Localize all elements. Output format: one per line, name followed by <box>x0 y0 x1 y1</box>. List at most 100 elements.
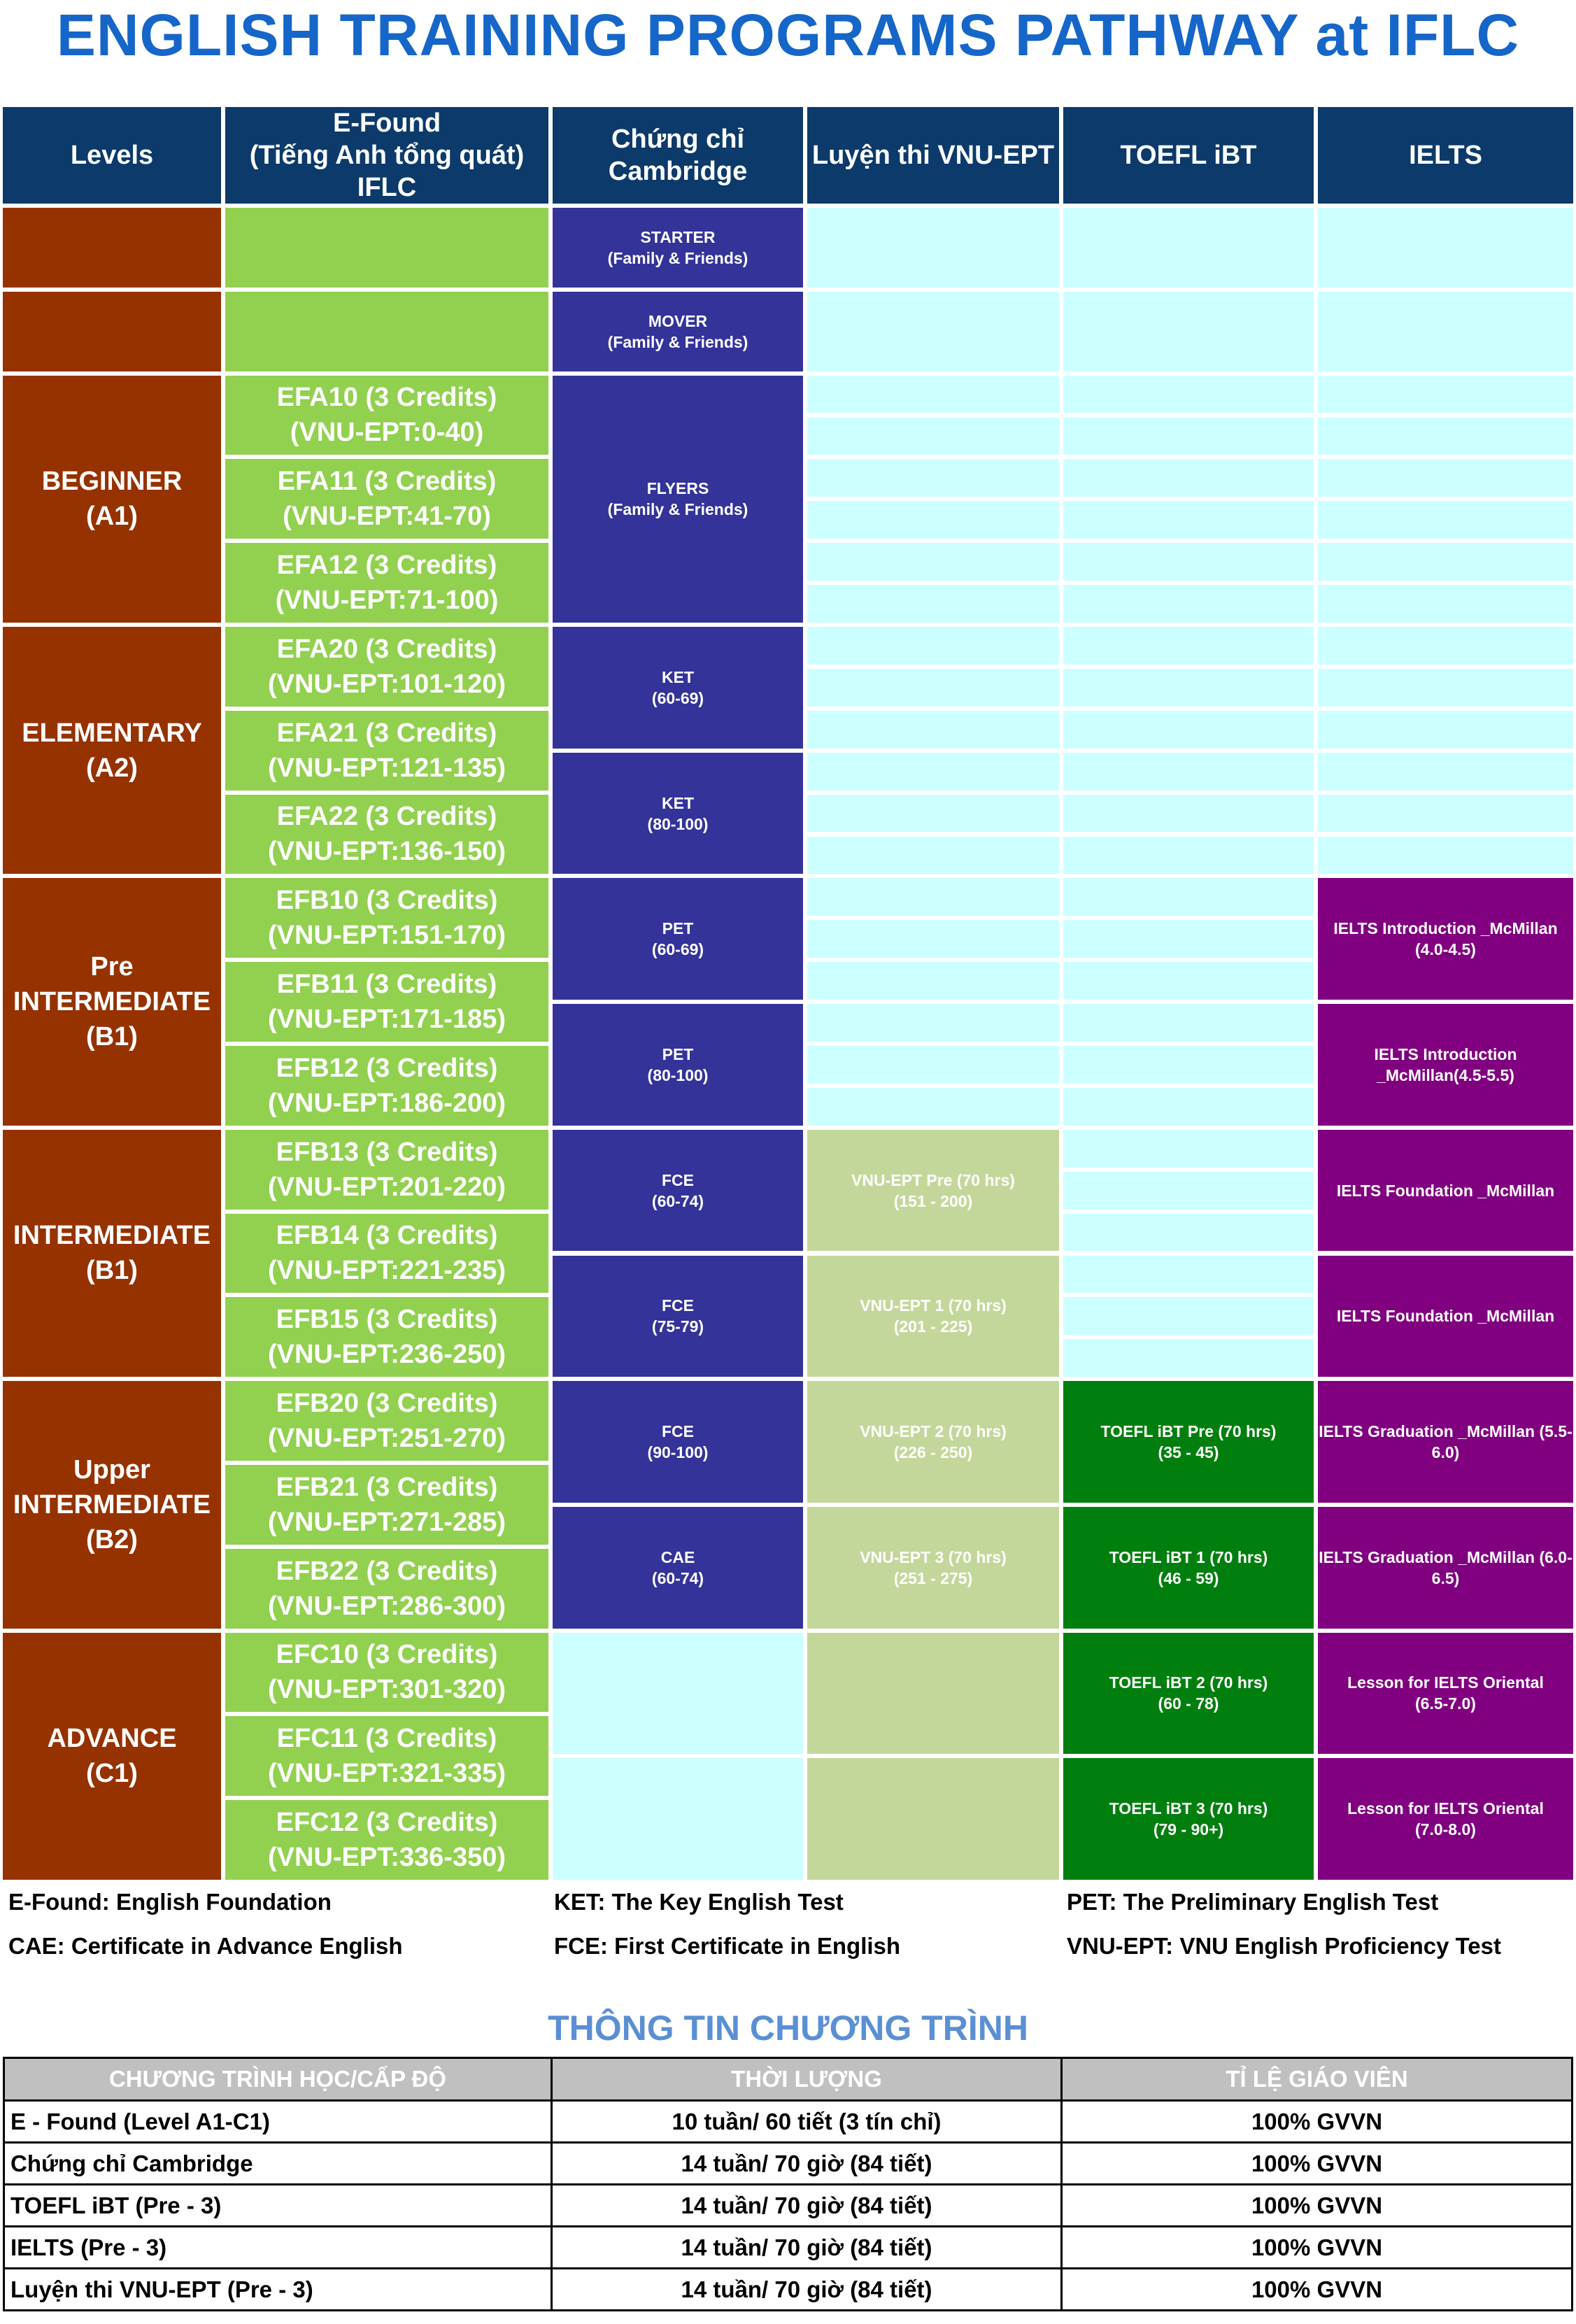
empty-cell <box>807 1004 1059 1042</box>
header-vnu-ept: Luyện thi VNU-EPT <box>807 107 1059 204</box>
program-teacher-ratio: 100% GVVN <box>1060 2141 1573 2185</box>
efound-course: EFA12 (3 Credits) (VNU-EPT:71-100) <box>225 543 548 623</box>
level-cell: ADVANCE (C1) <box>3 1632 221 1880</box>
empty-cell <box>553 1632 803 1755</box>
toefl-course: TOEFL iBT 2 (70 hrs) (60 - 78) <box>1063 1632 1314 1755</box>
header-efound: E-Found (Tiếng Anh tổng quát) IFLC <box>225 107 548 204</box>
table-row: Chứng chỉ Cambridge 14 tuần/ 70 giờ (84 … <box>2 2141 1573 2185</box>
program-teacher-ratio: 100% GVVN <box>1060 2099 1573 2144</box>
empty-cell <box>1063 1255 1314 1294</box>
empty-cell <box>807 668 1059 707</box>
empty-cell <box>1318 627 1573 665</box>
cambridge-course: STARTER (Family & Friends) <box>553 208 803 288</box>
table-row: E - Found (Level A1-C1) 10 tuần/ 60 tiết… <box>2 2099 1573 2144</box>
empty-cell <box>807 920 1059 958</box>
abbr-efound: E-Found: English Foundation <box>8 1889 332 1915</box>
toefl-course: TOEFL iBT 1 (70 hrs) (46 - 59) <box>1063 1506 1314 1629</box>
empty-cell <box>807 710 1059 749</box>
abbr-ket: KET: The Key English Test <box>554 1889 844 1915</box>
efound-course: EFB21 (3 Credits) (VNU-EPT:271-285) <box>225 1465 548 1545</box>
ielts-course: IELTS Foundation _McMillan <box>1318 1255 1573 1377</box>
empty-cell <box>1063 1339 1314 1377</box>
efound-course: EFB13 (3 Credits) (VNU-EPT:201-220) <box>225 1129 548 1210</box>
program-duration: 14 tuần/ 70 giờ (84 tiết) <box>551 2183 1063 2227</box>
empty-cell <box>1063 627 1314 665</box>
program-duration: 14 tuần/ 70 giờ (84 tiết) <box>551 2225 1063 2269</box>
empty-cell <box>1063 1129 1314 1168</box>
efound-course: EFB10 (3 Credits) (VNU-EPT:151-170) <box>225 878 548 958</box>
cambridge-course: CAE (60-74) <box>553 1506 803 1629</box>
cambridge-course: FCE (60-74) <box>553 1129 803 1252</box>
abbr-pet: PET: The Preliminary English Test <box>1067 1889 1439 1915</box>
table-row: TOEFL iBT (Pre - 3) 14 tuần/ 70 giờ (84 … <box>2 2183 1573 2227</box>
empty-cell <box>1318 501 1573 539</box>
empty-cell <box>1063 501 1314 539</box>
empty-cell <box>1063 1213 1314 1252</box>
level-cell: Pre INTERMEDIATE (B1) <box>3 878 221 1126</box>
empty-cell <box>807 962 1059 1000</box>
cambridge-course: MOVER (Family & Friends) <box>553 291 803 371</box>
empty-cell <box>807 1632 1059 1755</box>
empty-cell <box>807 543 1059 581</box>
empty-cell <box>1318 459 1573 497</box>
empty-cell <box>1063 1046 1314 1084</box>
ielts-course: IELTS Introduction _McMillan(4.5-5.5) <box>1318 1004 1573 1126</box>
empty-cell <box>1063 585 1314 623</box>
program-duration: 14 tuần/ 70 giờ (84 tiết) <box>551 2141 1063 2185</box>
efound-course: EFC10 (3 Credits) (VNU-EPT:301-320) <box>225 1632 548 1713</box>
empty-cell <box>1318 836 1573 874</box>
info-header-duration: THỜI LƯỢNG <box>551 2057 1063 2102</box>
efound-course: EFA11 (3 Credits) (VNU-EPT:41-70) <box>225 459 548 539</box>
cambridge-course: PET (80-100) <box>553 1004 803 1126</box>
efound-course: EFA21 (3 Credits) (VNU-EPT:121-135) <box>225 710 548 791</box>
ielts-course: IELTS Graduation _McMillan (6.0- 6.5) <box>1318 1506 1573 1629</box>
program-name: Luyện thi VNU-EPT (Pre - 3) <box>2 2267 553 2311</box>
empty-cell <box>1063 962 1314 1000</box>
toefl-course: TOEFL iBT Pre (70 hrs) (35 - 45) <box>1063 1381 1314 1503</box>
vnu-ept-course: VNU-EPT 1 (70 hrs) (201 - 225) <box>807 1255 1059 1377</box>
empty-cell <box>807 794 1059 832</box>
empty-cell <box>807 1046 1059 1084</box>
program-teacher-ratio: 100% GVVN <box>1060 2183 1573 2227</box>
vnu-ept-course: VNU-EPT 3 (70 hrs) (251 - 275) <box>807 1506 1059 1629</box>
empty-cell <box>1063 878 1314 916</box>
vnu-ept-course: VNU-EPT 2 (70 hrs) (226 - 250) <box>807 1381 1059 1503</box>
empty-cell <box>1063 417 1314 455</box>
toefl-course: TOEFL iBT 3 (70 hrs) (79 - 90+) <box>1063 1758 1314 1880</box>
empty-cell <box>807 836 1059 874</box>
level-cell <box>3 291 221 371</box>
efound-course: EFB15 (3 Credits) (VNU-EPT:236-250) <box>225 1297 548 1377</box>
empty-cell <box>807 375 1059 413</box>
header-toefl-ibt: TOEFL iBT <box>1063 107 1314 204</box>
empty-cell <box>1318 208 1573 288</box>
empty-cell <box>1063 1297 1314 1335</box>
empty-cell <box>1318 375 1573 413</box>
vnu-ept-course: VNU-EPT Pre (70 hrs) (151 - 200) <box>807 1129 1059 1252</box>
empty-cell <box>553 1758 803 1880</box>
empty-cell <box>1318 585 1573 623</box>
table-row: IELTS (Pre - 3) 14 tuần/ 70 giờ (84 tiết… <box>2 2225 1573 2269</box>
empty-cell <box>1063 1087 1314 1126</box>
program-name: IELTS (Pre - 3) <box>2 2225 553 2269</box>
empty-cell <box>807 1758 1059 1880</box>
efound-course: EFB14 (3 Credits) (VNU-EPT:221-235) <box>225 1213 548 1294</box>
cambridge-course: FCE (90-100) <box>553 1381 803 1503</box>
program-info-title: THÔNG TIN CHƯƠNG TRÌNH <box>548 2008 1028 2048</box>
empty-cell <box>1063 920 1314 958</box>
empty-cell <box>1318 752 1573 791</box>
efound-course: EFB20 (3 Credits) (VNU-EPT:251-270) <box>225 1381 548 1461</box>
empty-cell <box>1063 459 1314 497</box>
cambridge-course: PET (60-69) <box>553 878 803 1000</box>
program-name: Chứng chỉ Cambridge <box>2 2141 553 2185</box>
empty-cell <box>807 417 1059 455</box>
info-header-program: CHƯƠNG TRÌNH HỌC/CẤP ĐỘ <box>2 2057 553 2102</box>
header-ielts: IELTS <box>1318 107 1573 204</box>
program-duration: 10 tuần/ 60 tiết (3 tín chỉ) <box>551 2099 1063 2144</box>
page-title: ENGLISH TRAINING PROGRAMS PATHWAY at IFL… <box>56 2 1520 68</box>
empty-cell <box>807 878 1059 916</box>
table-row: Luyện thi VNU-EPT (Pre - 3) 14 tuần/ 70 … <box>2 2267 1573 2311</box>
empty-cell <box>1063 543 1314 581</box>
efound-course <box>225 208 548 288</box>
program-name: E - Found (Level A1-C1) <box>2 2099 553 2144</box>
header-levels: Levels <box>3 107 221 204</box>
